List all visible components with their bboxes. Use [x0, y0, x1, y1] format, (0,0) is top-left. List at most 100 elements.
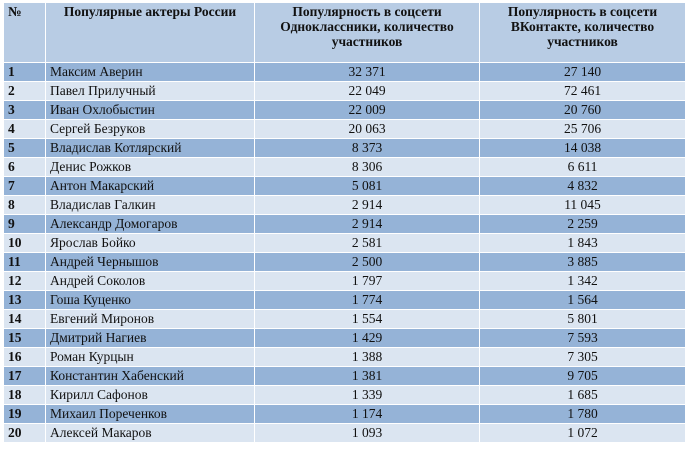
vkontakte-count: 6 611 [479, 157, 686, 177]
table-row: 5 Владислав Котлярский 8 373 14 038 [3, 138, 686, 158]
row-number: 6 [3, 157, 46, 177]
odnoklassniki-count: 8 373 [254, 138, 480, 158]
odnoklassniki-count: 1 554 [254, 309, 480, 329]
header-number: № [3, 2, 46, 63]
actor-name: Антон Макарский [45, 176, 255, 196]
table-row: 3 Иван Охлобыстин 22 009 20 760 [3, 100, 686, 120]
table-row: 12 Андрей Соколов 1 797 1 342 [3, 271, 686, 291]
vkontakte-count: 11 045 [479, 195, 686, 215]
vkontakte-count: 72 461 [479, 81, 686, 101]
actor-name: Денис Рожков [45, 157, 255, 177]
header-row: № Популярные актеры России Популярность … [3, 2, 686, 63]
vkontakte-count: 25 706 [479, 119, 686, 139]
odnoklassniki-count: 2 581 [254, 233, 480, 253]
odnoklassniki-count: 22 009 [254, 100, 480, 120]
header-actor: Популярные актеры России [45, 2, 255, 63]
header-vkontakte: Популярность в соцсети ВКонтакте, количе… [479, 2, 686, 63]
actor-name: Евгений Миронов [45, 309, 255, 329]
vkontakte-count: 7 593 [479, 328, 686, 348]
odnoklassniki-count: 20 063 [254, 119, 480, 139]
actor-name: Сергей Безруков [45, 119, 255, 139]
vkontakte-count: 9 705 [479, 366, 686, 386]
table-row: 18 Кирилл Сафонов 1 339 1 685 [3, 385, 686, 405]
table-row: 14 Евгений Миронов 1 554 5 801 [3, 309, 686, 329]
actor-name: Гоша Куценко [45, 290, 255, 310]
row-number: 10 [3, 233, 46, 253]
vkontakte-count: 1 780 [479, 404, 686, 424]
odnoklassniki-count: 1 093 [254, 423, 480, 443]
row-number: 19 [3, 404, 46, 424]
row-number: 9 [3, 214, 46, 234]
table-body: 1 Максим Аверин 32 371 27 140 2 Павел Прилучн… [3, 62, 686, 443]
row-number: 7 [3, 176, 46, 196]
row-number: 16 [3, 347, 46, 367]
row-number: 13 [3, 290, 46, 310]
odnoklassniki-count: 2 914 [254, 195, 480, 215]
table-row: 9 Александр Домогаров 2 914 2 259 [3, 214, 686, 234]
odnoklassniki-count: 1 381 [254, 366, 480, 386]
row-number: 18 [3, 385, 46, 405]
actor-name: Павел Прилучный [45, 81, 255, 101]
table-row: 8 Владислав Галкин 2 914 11 045 [3, 195, 686, 215]
vkontakte-count: 4 832 [479, 176, 686, 196]
row-number: 1 [3, 62, 46, 82]
table-row: 6 Денис Рожков 8 306 6 611 [3, 157, 686, 177]
odnoklassniki-count: 1 774 [254, 290, 480, 310]
popularity-table: № Популярные актеры России Популярность … [3, 2, 686, 443]
actor-name: Дмитрий Нагиев [45, 328, 255, 348]
actor-name: Максим Аверин [45, 62, 255, 82]
table-row: 13 Гоша Куценко 1 774 1 564 [3, 290, 686, 310]
table-row: 11 Андрей Чернышов 2 500 3 885 [3, 252, 686, 272]
vkontakte-count: 5 801 [479, 309, 686, 329]
odnoklassniki-count: 1 429 [254, 328, 480, 348]
row-number: 3 [3, 100, 46, 120]
actor-name: Александр Домогаров [45, 214, 255, 234]
vkontakte-count: 2 259 [479, 214, 686, 234]
vkontakte-count: 1 685 [479, 385, 686, 405]
actor-name: Иван Охлобыстин [45, 100, 255, 120]
actor-name: Ярослав Бойко [45, 233, 255, 253]
row-number: 4 [3, 119, 46, 139]
table-row: 7 Антон Макарский 5 081 4 832 [3, 176, 686, 196]
actor-name: Михаил Пореченков [45, 404, 255, 424]
row-number: 2 [3, 81, 46, 101]
odnoklassniki-count: 22 049 [254, 81, 480, 101]
odnoklassniki-count: 32 371 [254, 62, 480, 82]
actor-name: Роман Курцын [45, 347, 255, 367]
row-number: 20 [3, 423, 46, 443]
row-number: 11 [3, 252, 46, 272]
odnoklassniki-count: 2 914 [254, 214, 480, 234]
vkontakte-count: 20 760 [479, 100, 686, 120]
actor-name: Андрей Соколов [45, 271, 255, 291]
table-row: 20 Алексей Макаров 1 093 1 072 [3, 423, 686, 443]
vkontakte-count: 1 342 [479, 271, 686, 291]
row-number: 17 [3, 366, 46, 386]
odnoklassniki-count: 2 500 [254, 252, 480, 272]
table-row: 1 Максим Аверин 32 371 27 140 [3, 62, 686, 82]
row-number: 5 [3, 138, 46, 158]
table-row: 4 Сергей Безруков 20 063 25 706 [3, 119, 686, 139]
table-row: 17 Константин Хабенский 1 381 9 705 [3, 366, 686, 386]
row-number: 14 [3, 309, 46, 329]
actor-name: Андрей Чернышов [45, 252, 255, 272]
table-row: 19 Михаил Пореченков 1 174 1 780 [3, 404, 686, 424]
vkontakte-count: 1 843 [479, 233, 686, 253]
header-odnoklassniki: Популярность в соцсети Одноклассники, ко… [254, 2, 480, 63]
row-number: 12 [3, 271, 46, 291]
odnoklassniki-count: 5 081 [254, 176, 480, 196]
vkontakte-count: 14 038 [479, 138, 686, 158]
row-number: 15 [3, 328, 46, 348]
vkontakte-count: 7 305 [479, 347, 686, 367]
actor-name: Кирилл Сафонов [45, 385, 255, 405]
odnoklassniki-count: 8 306 [254, 157, 480, 177]
table-row: 15 Дмитрий Нагиев 1 429 7 593 [3, 328, 686, 348]
table-row: 16 Роман Курцын 1 388 7 305 [3, 347, 686, 367]
actor-name: Алексей Макаров [45, 423, 255, 443]
vkontakte-count: 1 564 [479, 290, 686, 310]
actor-name: Владислав Котлярский [45, 138, 255, 158]
odnoklassniki-count: 1 388 [254, 347, 480, 367]
odnoklassniki-count: 1 797 [254, 271, 480, 291]
table-header: № Популярные актеры России Популярность … [3, 2, 686, 63]
row-number: 8 [3, 195, 46, 215]
vkontakte-count: 27 140 [479, 62, 686, 82]
